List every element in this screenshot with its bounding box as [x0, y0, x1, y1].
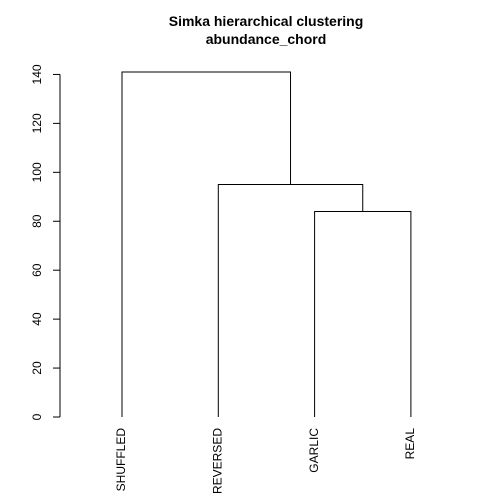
leaf-label-garlic: GARLIC: [307, 428, 321, 473]
y-tick-label: 80: [30, 214, 44, 228]
y-tick-label: 140: [30, 64, 44, 84]
y-tick-label: 20: [30, 361, 44, 375]
y-tick-label: 100: [30, 162, 44, 182]
y-tick-label: 0: [30, 413, 44, 420]
leaf-label-shuffled: SHUFFLED: [114, 428, 128, 492]
dendrogram-branch-2: [217, 184, 364, 417]
dendrogram-branch-1: [314, 210, 412, 417]
y-tick-label: 40: [30, 312, 44, 326]
leaf-label-real: REAL: [403, 428, 417, 460]
leaf-labels: SHUFFLED REVERSED GARLIC REAL: [114, 428, 417, 494]
y-axis: 0 20 40 60 80 100 120 140: [30, 64, 61, 420]
chart-subtitle: abundance_chord: [206, 31, 327, 47]
chart-title: Simka hierarchical clustering: [169, 13, 364, 29]
leaf-label-reversed: REVERSED: [210, 428, 224, 494]
y-tick-label: 60: [30, 263, 44, 277]
y-tick-label: 120: [30, 113, 44, 133]
dendrogram-branches: [121, 71, 412, 417]
dendrogram-branch-3: [121, 71, 292, 417]
